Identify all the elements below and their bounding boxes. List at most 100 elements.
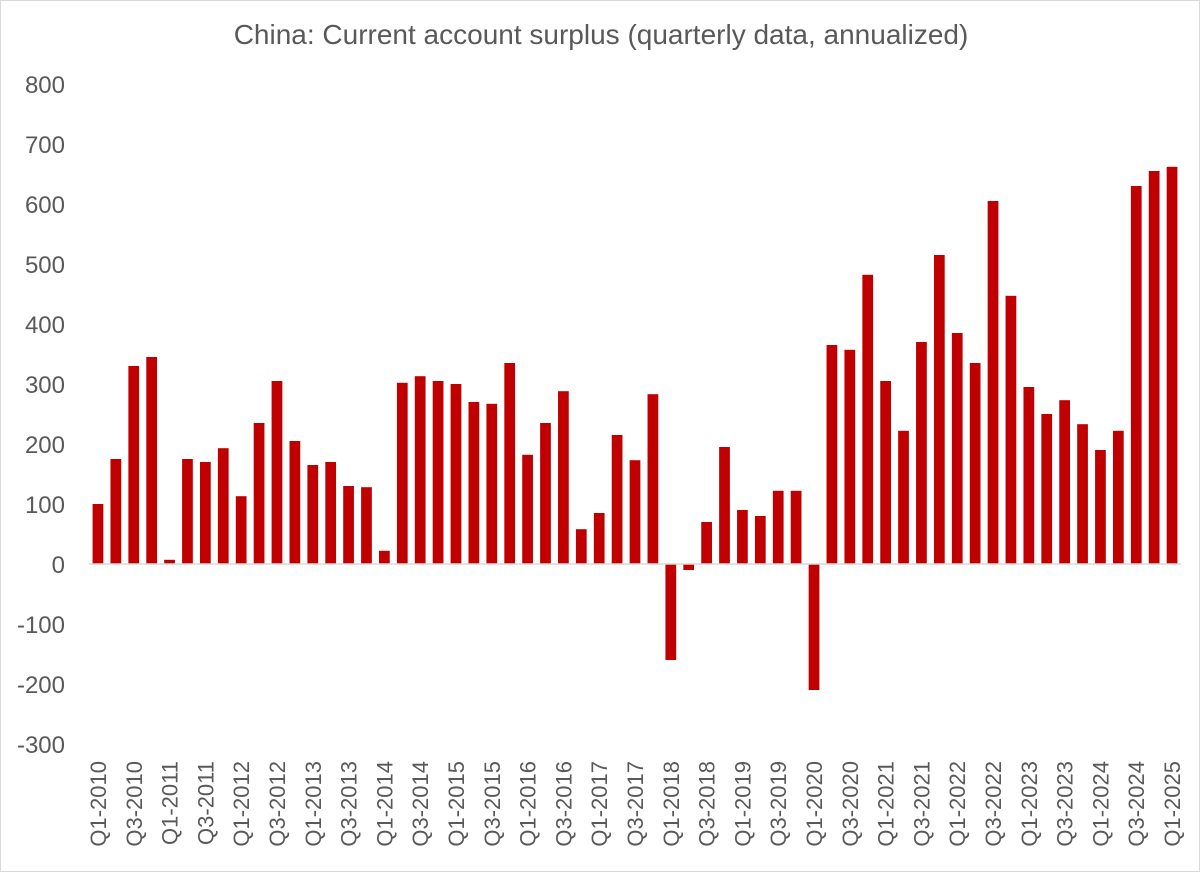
bar-q3-2010 [128, 366, 140, 564]
bar-q4-2022 [1005, 295, 1017, 564]
bar-q3-2014 [414, 376, 426, 564]
y-tick-label: 500 [25, 252, 65, 279]
bar-q4-2021 [933, 255, 945, 564]
bar-q4-2014 [432, 381, 444, 564]
bar-q4-2011 [217, 448, 229, 564]
bar-q1-2010 [92, 504, 104, 564]
x-tick-label: Q1-2011 [158, 761, 183, 845]
bar-q4-2018 [719, 447, 730, 564]
bar-q2-2019 [754, 516, 766, 564]
x-tick-label: Q3-2024 [1124, 761, 1149, 847]
bars-group [92, 166, 1178, 690]
x-tick-label: Q1-2015 [444, 761, 469, 847]
x-tick-label: Q3-2016 [551, 761, 576, 847]
x-tick-label: Q1-2010 [86, 761, 111, 847]
bar-q3-2021 [916, 342, 927, 564]
bar-q3-2023 [1059, 400, 1071, 564]
bar-q1-2024 [1095, 450, 1106, 564]
y-tick-label: 300 [25, 372, 65, 399]
bar-q2-2016 [540, 423, 551, 564]
bar-q1-2014 [379, 550, 390, 564]
x-tick-label: Q3-2022 [981, 761, 1006, 847]
x-tick-label: Q3-2012 [265, 761, 290, 847]
bar-q1-2011 [164, 559, 175, 564]
y-tick-label: 800 [25, 72, 65, 99]
bar-q2-2022 [969, 363, 981, 564]
bar-q4-2019 [790, 490, 802, 564]
bar-q3-2013 [343, 486, 354, 564]
bar-q2-2010 [110, 459, 122, 564]
x-tick-label: Q1-2023 [1017, 761, 1042, 847]
bar-q4-2016 [575, 529, 587, 564]
bar-q4-2013 [361, 487, 372, 564]
y-tick-label: -100 [17, 612, 65, 639]
bar-q3-2016 [558, 391, 569, 564]
bar-q4-2017 [647, 394, 659, 564]
bar-q2-2013 [325, 462, 337, 564]
bar-q3-2019 [772, 490, 784, 564]
bar-q2-2015 [468, 402, 480, 564]
y-axis: 800 700 600 500 400 300 200 100 0 -100 -200 -300 [17, 72, 65, 759]
bar-q3-2012 [271, 381, 283, 564]
bar-q2-2020 [826, 345, 838, 564]
bar-q1-2013 [307, 465, 319, 564]
x-tick-label: Q1-2016 [516, 761, 541, 847]
y-tick-label: 400 [25, 312, 65, 339]
bar-q3-2015 [486, 403, 498, 564]
bar-q1-2015 [450, 384, 462, 564]
y-tick-label: -300 [17, 732, 65, 759]
x-tick-label: Q1-2025 [1160, 761, 1185, 847]
bar-q1-2023 [1023, 387, 1035, 564]
bar-q1-2020 [808, 564, 820, 690]
bar-q2-2012 [253, 423, 265, 564]
bar-q3-2020 [844, 349, 856, 564]
y-tick-label: -200 [17, 672, 65, 699]
y-tick-label: 700 [25, 132, 65, 159]
x-axis: Q1-2010 Q3-2010 Q1-2011 Q3-2011 Q1-2012 Q3-20… [86, 761, 1185, 847]
bar-q4-2024 [1148, 171, 1160, 564]
chart-title: China: Current account surplus (quarterl… [233, 19, 969, 50]
bar-q1-2016 [522, 454, 533, 564]
bar-q4-2020 [862, 274, 874, 564]
bar-q3-2017 [629, 460, 641, 564]
bar-q1-2018 [665, 564, 677, 660]
bar-q2-2017 [611, 435, 623, 564]
x-tick-label: Q1-2024 [1088, 761, 1113, 847]
x-tick-label: Q3-2014 [408, 761, 433, 847]
bar-q2-2014 [396, 382, 408, 564]
bar-q2-2018 [683, 564, 695, 570]
bar-q1-2025 [1166, 166, 1178, 565]
x-tick-label: Q3-2018 [695, 761, 720, 847]
bar-q2-2021 [898, 430, 909, 564]
bar-q3-2018 [701, 522, 712, 564]
bar-q1-2017 [593, 513, 605, 564]
x-tick-label: Q3-2021 [909, 761, 934, 847]
bar-q1-2022 [951, 333, 963, 564]
x-tick-label: Q1-2013 [301, 761, 326, 847]
x-tick-label: Q3-2019 [766, 761, 791, 847]
x-tick-label: Q3-2011 [193, 761, 218, 845]
bar-q2-2024 [1112, 430, 1124, 564]
x-tick-label: Q3-2015 [480, 761, 505, 847]
x-tick-label: Q1-2021 [874, 761, 899, 847]
x-tick-label: Q3-2013 [337, 761, 362, 847]
x-tick-label: Q3-2020 [838, 761, 863, 847]
bar-q2-2011 [182, 459, 193, 564]
x-tick-label: Q1-2018 [659, 761, 684, 847]
y-tick-label: 100 [25, 492, 65, 519]
y-tick-label: 600 [25, 192, 65, 219]
x-tick-label: Q3-2023 [1053, 761, 1078, 847]
x-tick-label: Q1-2017 [587, 761, 612, 847]
y-tick-label: 200 [25, 432, 65, 459]
x-tick-label: Q1-2019 [730, 761, 755, 847]
bar-q1-2019 [737, 510, 748, 564]
x-tick-label: Q3-2017 [623, 761, 648, 847]
bar-q1-2021 [880, 381, 891, 564]
x-tick-label: Q1-2014 [372, 761, 397, 847]
x-tick-label: Q1-2012 [229, 761, 254, 847]
x-tick-label: Q1-2020 [802, 761, 827, 847]
bar-q4-2023 [1077, 424, 1088, 564]
x-tick-label: Q3-2010 [122, 761, 147, 847]
